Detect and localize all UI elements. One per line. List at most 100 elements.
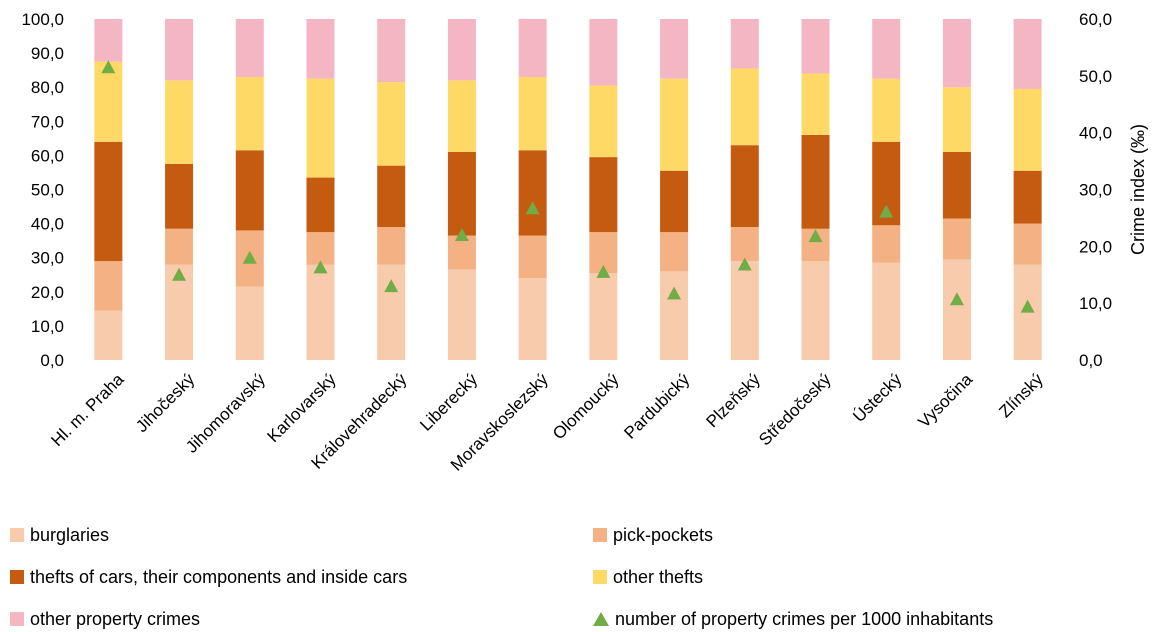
bar-segment-other	[1013, 19, 1042, 89]
bar-segment-burglaries	[942, 259, 971, 360]
crime-index-point	[667, 286, 682, 300]
bar-segment-thefts	[235, 150, 264, 231]
legend-item-pick-pockets: pick-pockets	[593, 523, 713, 547]
legend-item-other-thefts: other thefts	[593, 565, 703, 589]
bar-segment-other	[801, 73, 830, 135]
bar-segment-thefts	[801, 134, 830, 229]
bar-segment-other	[94, 19, 123, 62]
bar-segment-burglaries	[730, 261, 759, 360]
bar-segment-thefts	[306, 177, 335, 233]
x-category-label: Vysočina	[914, 369, 976, 431]
y-left-tick-label: 70,0	[31, 112, 64, 131]
bar-segment-other	[801, 19, 830, 74]
legend-swatch-other-property-crimes	[10, 612, 24, 626]
bar-segment-pick-pockets	[165, 228, 194, 265]
y-right-tick-label: 20,0	[1079, 237, 1112, 256]
x-category-label: Jihočeský	[132, 369, 199, 436]
bar-segment-pick-pockets	[872, 225, 901, 263]
y-left-tick-label: 80,0	[31, 78, 64, 97]
bar-segment-burglaries	[872, 262, 901, 360]
bar-segment-burglaries	[801, 261, 830, 360]
y-right-tick-label: 40,0	[1079, 124, 1112, 143]
bar-segment-other	[589, 85, 618, 158]
bar-segment-other	[235, 76, 264, 151]
legend-label-pick-pockets: pick-pockets	[613, 524, 714, 545]
bar-segment-thefts	[589, 157, 618, 233]
legend-swatch-other-thefts	[593, 570, 607, 584]
crime-index-point	[596, 264, 611, 278]
bar-segment-burglaries	[306, 264, 335, 360]
x-category-label: Liberecký	[416, 369, 481, 434]
bar-segment-thefts	[942, 151, 971, 219]
bar-segment-other	[660, 19, 689, 79]
bar-segment-pick-pockets	[660, 232, 689, 272]
bar-segment-pick-pockets	[1013, 223, 1042, 265]
bar-segment-thefts	[730, 145, 759, 228]
bar-segment-other	[1013, 88, 1042, 171]
bar-segment-other	[306, 78, 335, 178]
y-left-tick-label: 40,0	[31, 215, 64, 234]
bar-segment-pick-pockets	[447, 235, 476, 270]
bar-segment-burglaries	[235, 286, 264, 360]
bar-segment-burglaries	[589, 273, 618, 360]
y-left-tick-label: 60,0	[31, 146, 64, 165]
legend: burglaries pick-pockets thefts of cars, …	[0, 515, 1154, 632]
y-left-tick-label: 0,0	[40, 351, 64, 370]
y-left-tick-label: 50,0	[31, 181, 64, 200]
bar-segment-other	[377, 19, 406, 83]
bar-segment-thefts	[377, 165, 406, 228]
legend-label-other-property-crimes: other property crimes	[30, 608, 201, 629]
bar-segment-other	[518, 76, 547, 151]
crime-index-point	[454, 227, 469, 241]
legend-label-thefts-of-cars: thefts of cars, their components and ins…	[30, 566, 408, 587]
bar-segment-burglaries	[94, 310, 123, 360]
y-right-tick-label: 10,0	[1079, 294, 1112, 313]
y-left-tick-label: 20,0	[31, 283, 64, 302]
bar-segment-other	[447, 80, 476, 152]
bar-segment-other	[306, 19, 335, 79]
legend-item-burglaries: burglaries	[10, 523, 109, 547]
bar-segment-burglaries	[377, 264, 406, 360]
y-right-tick-label: 50,0	[1079, 67, 1112, 86]
bar-segment-burglaries	[518, 278, 547, 360]
legend-item-other-property-crimes: other property crimes	[10, 607, 200, 631]
x-category-label: Pardubický	[620, 369, 693, 442]
bar-segment-pick-pockets	[377, 227, 406, 265]
bar-segment-other	[942, 19, 971, 88]
legend-swatch-thefts-of-cars	[10, 570, 24, 584]
bar-segment-other	[589, 19, 618, 86]
bar-segment-other	[94, 61, 123, 142]
bar-segment-pick-pockets	[730, 227, 759, 262]
y-left-tick-label: 90,0	[31, 44, 64, 63]
bar-segment-other	[235, 19, 264, 77]
legend-item-crimes-per-1000: number of property crimes per 1000 inhab…	[593, 607, 993, 631]
crime-index-point	[808, 229, 823, 243]
bar-segment-other	[660, 78, 689, 171]
bar-segment-pick-pockets	[306, 232, 335, 265]
bar-segment-other	[377, 82, 406, 166]
bar-segment-other	[942, 87, 971, 152]
bar-segment-other	[165, 80, 194, 164]
crime-index-point	[737, 257, 752, 271]
crime-index-point	[384, 279, 399, 293]
bar-segment-other	[872, 19, 901, 79]
x-category-label: Plzeňský	[702, 369, 764, 431]
bar-segment-thefts	[165, 163, 194, 229]
bar-segment-other	[730, 68, 759, 146]
crime-index-point	[172, 267, 187, 281]
legend-label-burglaries: burglaries	[30, 524, 110, 545]
crime-index-point	[949, 292, 964, 306]
x-category-label: Ústecký	[849, 369, 906, 426]
bar-segment-other	[872, 78, 901, 142]
x-category-label: Olomoucký	[549, 369, 623, 443]
bar-segment-thefts	[94, 141, 123, 262]
y-right-axis-title: Crime index (‰)	[1128, 124, 1148, 255]
crime-index-point	[525, 201, 540, 215]
bar-segment-thefts	[660, 170, 689, 233]
crime-index-point	[1020, 299, 1035, 313]
bar-segment-thefts	[447, 151, 476, 236]
triangle-marker-icon	[593, 612, 609, 626]
x-category-label: Hl. m. Praha	[47, 369, 128, 450]
bar-segment-burglaries	[660, 271, 689, 360]
y-left-tick-label: 30,0	[31, 249, 64, 268]
